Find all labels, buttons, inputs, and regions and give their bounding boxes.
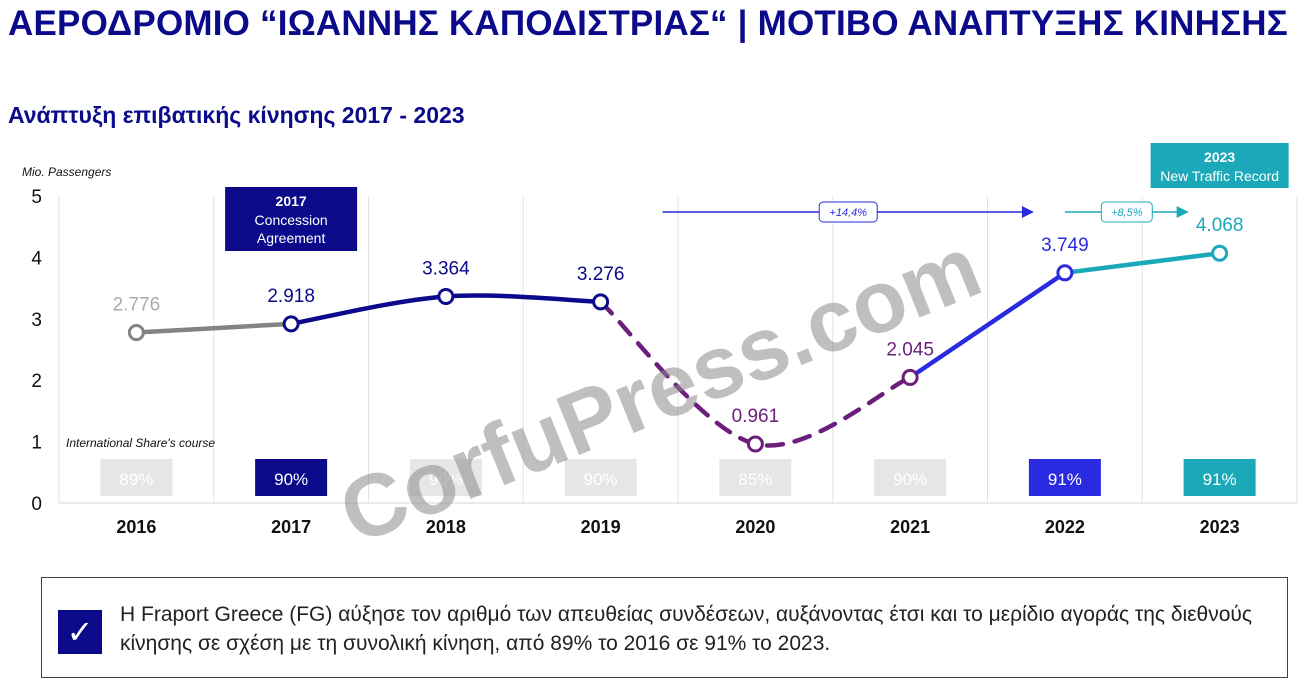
data-point	[901, 368, 919, 386]
share-value: 90%	[274, 470, 308, 489]
share-box	[255, 459, 328, 496]
data-label: 3.749	[1041, 235, 1089, 256]
callout-text: New Traffic Record	[1160, 168, 1279, 184]
data-point	[746, 435, 764, 453]
data-point	[127, 324, 145, 342]
data-point	[1211, 244, 1229, 262]
data-point	[282, 315, 300, 333]
data-point	[592, 293, 610, 311]
page-title: ΑΕΡΟΔΡΟΜΙΟ “ΙΩΑΝΝΗΣ ΚΑΠΟΔΙΣΤΡΙΑΣ“ | ΜΟΤΙ…	[8, 4, 1288, 43]
x-tick-label: 2022	[1045, 517, 1085, 537]
share-box	[874, 459, 947, 496]
series-line-segment	[1062, 250, 1222, 276]
share-box	[100, 459, 173, 496]
data-label: 3.276	[577, 264, 625, 285]
note-box: ✓ Η Fraport Greece (FG) αύξησε τον αριθμ…	[41, 577, 1288, 678]
x-tick-label: 2023	[1200, 517, 1240, 537]
series-line-segment	[134, 321, 294, 335]
share-box	[719, 459, 792, 496]
data-point	[1056, 264, 1074, 282]
data-label: 2.776	[113, 295, 161, 316]
share-box	[1183, 459, 1256, 496]
y-tick-label: 1	[31, 433, 42, 454]
data-label: 0.961	[732, 406, 780, 427]
x-tick-label: 2017	[271, 517, 311, 537]
share-value: 91%	[1203, 470, 1237, 489]
share-value: 91%	[1048, 470, 1082, 489]
share-value: 89%	[119, 470, 153, 489]
growth-label-box	[1100, 201, 1153, 223]
share-box	[564, 459, 637, 496]
check-icon: ✓	[58, 610, 102, 654]
data-label: 2.045	[886, 339, 934, 360]
callout-box	[1150, 143, 1289, 188]
share-box	[1028, 459, 1101, 496]
x-tick-label: 2019	[581, 517, 621, 537]
callout-title: 2023	[1204, 149, 1235, 165]
page-subtitle: Ανάπτυξη επιβατικής κίνησης 2017 - 2023	[8, 102, 465, 128]
data-label: 4.068	[1196, 215, 1244, 236]
x-tick-label: 2016	[116, 517, 156, 537]
callout-text: Agreement	[257, 230, 326, 246]
data-point	[437, 287, 455, 305]
data-label: 2.918	[267, 286, 315, 307]
y-tick-label: 0	[31, 494, 42, 515]
growth-label-box	[818, 201, 878, 223]
growth-label: +14,4%	[829, 207, 867, 219]
y-axis-label: Mio. Passengers	[22, 165, 111, 179]
y-tick-label: 3	[31, 310, 42, 331]
share-box	[409, 459, 482, 496]
series-line-segment	[907, 270, 1068, 380]
y-tick-label: 2	[31, 371, 42, 392]
y-tick-label: 4	[31, 248, 42, 269]
passenger-traffic-chart: 0 1 2 3 4 5 Mio. Passengers 2016 2017 2018 2019 202…	[22, 143, 1298, 563]
growth-arrow-head	[1021, 206, 1034, 218]
callout-text: Concession	[255, 212, 328, 228]
y-tick-label: 5	[31, 187, 42, 208]
share-value: 85%	[738, 470, 772, 489]
growth-label: +8,5%	[1111, 207, 1143, 219]
data-label: 3.364	[422, 258, 470, 279]
share-value: 90%	[584, 470, 618, 489]
note-text: Η Fraport Greece (FG) αύξησε τον αριθμό …	[120, 603, 1253, 655]
share-label: International Share's course	[66, 436, 215, 450]
x-tick-label: 2018	[426, 517, 466, 537]
x-tick-label: 2021	[890, 517, 930, 537]
x-tick-label: 2020	[735, 517, 775, 537]
callout-box	[225, 187, 358, 251]
growth-arrow-head	[1176, 206, 1189, 218]
callout-title: 2017	[276, 193, 307, 209]
share-value: 90%	[893, 470, 927, 489]
share-value: 90%	[429, 470, 463, 489]
